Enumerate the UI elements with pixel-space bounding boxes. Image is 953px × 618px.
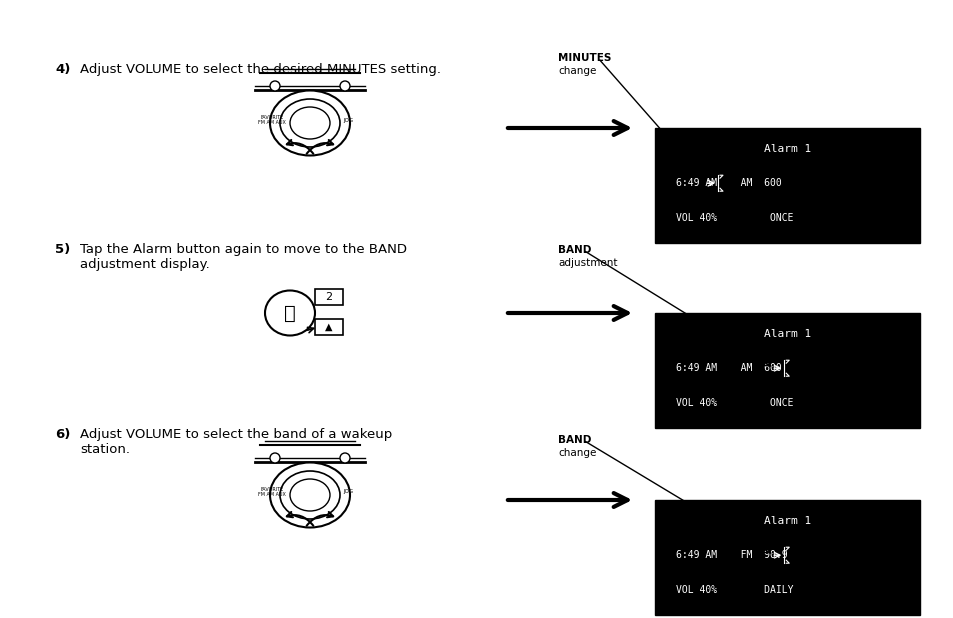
Text: MINUTES: MINUTES	[558, 53, 611, 63]
Text: JOG: JOG	[342, 117, 353, 122]
Text: VOL 40%         ONCE: VOL 40% ONCE	[676, 213, 793, 222]
Ellipse shape	[290, 479, 330, 511]
Text: JOG: JOG	[342, 489, 353, 494]
Circle shape	[270, 81, 280, 91]
Circle shape	[339, 453, 350, 463]
Text: VOL 40%         ONCE: VOL 40% ONCE	[676, 398, 793, 408]
Text: adjustment: adjustment	[558, 258, 617, 268]
Text: Adjust VOLUME to select the desired MINUTES setting.: Adjust VOLUME to select the desired MINU…	[80, 63, 440, 76]
Text: 5): 5)	[55, 243, 71, 256]
Text: 2: 2	[325, 292, 333, 302]
Text: FAVORITE
FM AM AUX: FAVORITE FM AM AUX	[258, 114, 286, 125]
Ellipse shape	[280, 471, 339, 519]
Text: FAVORITE
FM AM AUX: FAVORITE FM AM AUX	[258, 486, 286, 497]
Text: 4): 4)	[55, 63, 71, 76]
Ellipse shape	[270, 462, 350, 528]
Ellipse shape	[280, 99, 339, 147]
Text: change: change	[558, 448, 596, 458]
Bar	[314, 289, 343, 305]
Circle shape	[339, 81, 350, 91]
Text: 6:49 AM    AM  600: 6:49 AM AM 600	[676, 178, 781, 188]
Ellipse shape	[270, 90, 350, 156]
Bar	[655, 313, 919, 428]
Text: ▲: ▲	[325, 322, 333, 332]
Text: -13-: -13-	[885, 593, 913, 606]
Text: Alarm 1: Alarm 1	[763, 144, 810, 154]
Circle shape	[270, 453, 280, 463]
Text: VOL 40%        DAILY: VOL 40% DAILY	[676, 585, 793, 595]
Text: Adjust VOLUME to select the band of a wakeup
station.: Adjust VOLUME to select the band of a wa…	[80, 428, 392, 456]
Text: Alarm 1: Alarm 1	[763, 515, 810, 526]
Bar	[655, 500, 919, 615]
Text: 🔔: 🔔	[284, 303, 295, 323]
Text: 6:49 AM    FM  90.9: 6:49 AM FM 90.9	[676, 550, 787, 560]
Text: Alarm 1: Alarm 1	[763, 329, 810, 339]
Text: 6:49 AM    AM  600: 6:49 AM AM 600	[676, 363, 781, 373]
Bar	[655, 128, 919, 243]
Ellipse shape	[290, 107, 330, 139]
Text: BAND: BAND	[558, 245, 591, 255]
Text: 6): 6)	[55, 428, 71, 441]
Text: change: change	[558, 66, 596, 76]
Text: BAND: BAND	[558, 435, 591, 445]
Bar	[314, 319, 343, 335]
Ellipse shape	[265, 290, 314, 336]
Text: Tap the Alarm button again to move to the BAND
adjustment display.: Tap the Alarm button again to move to th…	[80, 243, 407, 271]
